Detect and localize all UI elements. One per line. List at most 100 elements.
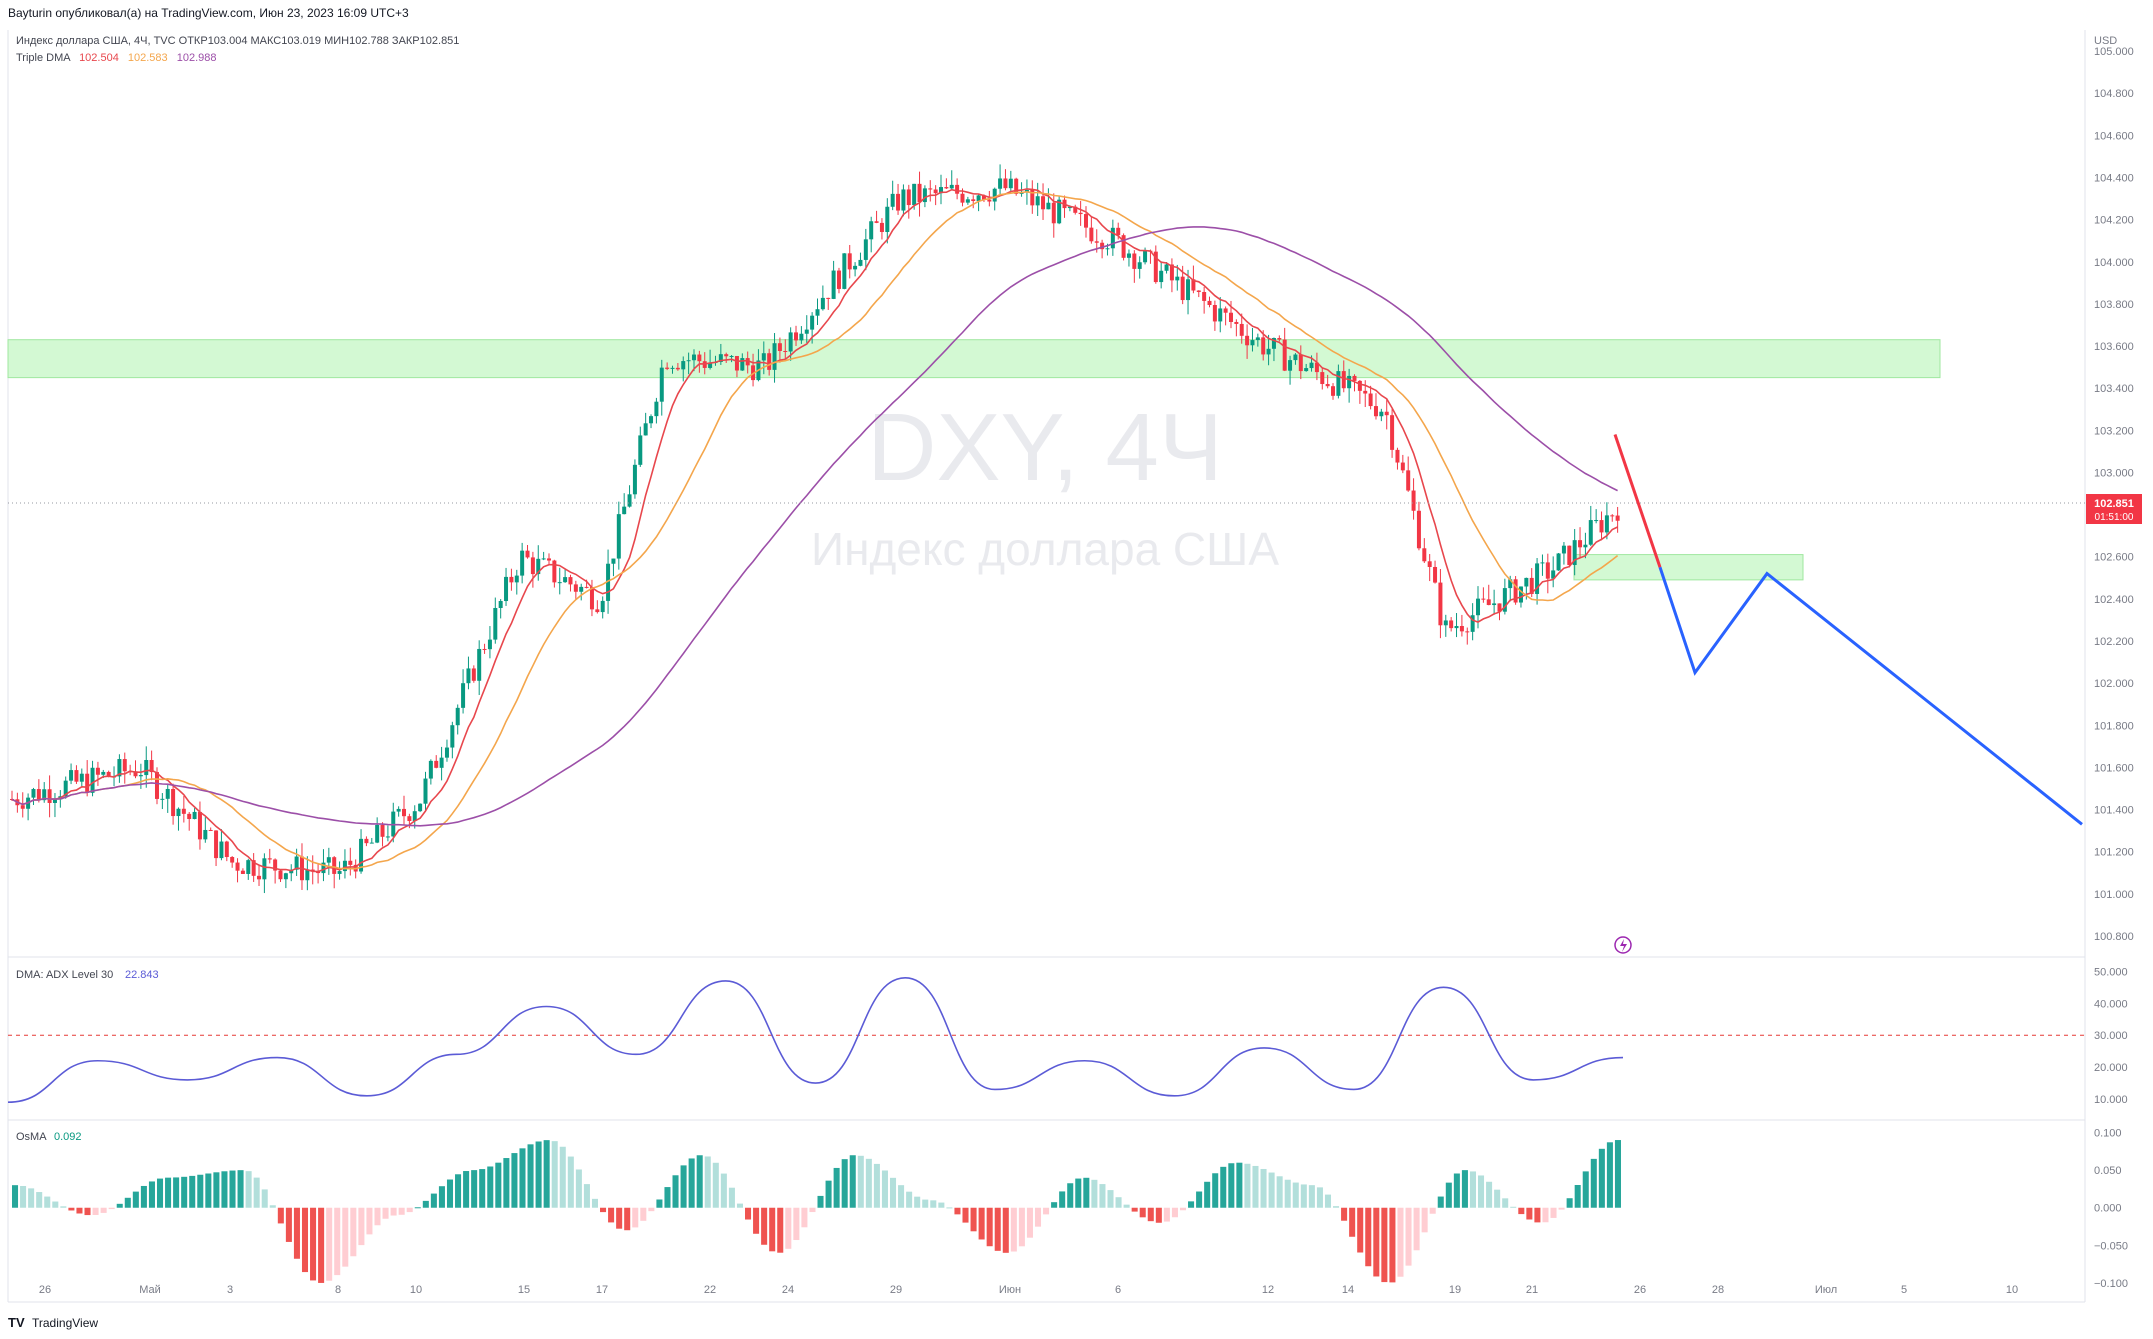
osma-bar [390, 1207, 397, 1216]
osma-bar [1365, 1207, 1372, 1267]
adx-value: 22.843 [125, 969, 159, 981]
osma-bar [132, 1191, 139, 1208]
osma-bar [1034, 1207, 1042, 1227]
osma-bar [221, 1171, 228, 1208]
osma-bar [124, 1197, 131, 1208]
osma-bar [116, 1203, 123, 1208]
osma-bar [293, 1207, 300, 1259]
candle-body [1266, 348, 1271, 355]
osma-bar [672, 1175, 679, 1208]
candle-body [568, 577, 573, 585]
osma-bar [688, 1158, 695, 1208]
candle-body [1024, 189, 1029, 192]
osma-bar [994, 1207, 1001, 1251]
osma-bar [1534, 1207, 1541, 1223]
candle-body [1218, 308, 1223, 322]
osma-bar [535, 1141, 542, 1208]
candle-body [616, 514, 621, 559]
candle-body [1615, 515, 1620, 521]
osma-bar [745, 1207, 752, 1220]
candle-body [804, 329, 809, 334]
high-label: МАКС [250, 35, 282, 47]
adx-tick: 50.000 [2094, 966, 2128, 978]
candle-body [117, 759, 122, 777]
osma-bar [881, 1170, 888, 1208]
candle-body [1008, 178, 1013, 189]
candle-body [326, 857, 331, 863]
price-tick: 101.200 [2094, 847, 2134, 859]
candle-body [1234, 321, 1239, 324]
osma-bar [1220, 1166, 1227, 1208]
adx-curve [7, 976, 1624, 1104]
osma-bar [1292, 1182, 1299, 1208]
candle-body [1502, 588, 1507, 612]
candle-body [788, 332, 793, 352]
candle-body [1271, 338, 1276, 349]
osma-bar [318, 1207, 325, 1283]
candle-body [632, 464, 637, 495]
osma-bar [906, 1191, 913, 1208]
osma-bar [1324, 1194, 1332, 1208]
osma-bar [527, 1144, 534, 1208]
candle-body [1175, 276, 1180, 281]
candle-body [407, 816, 412, 822]
osma-bar [261, 1189, 268, 1208]
osma-bar [471, 1170, 478, 1208]
time-tick: Май [139, 1284, 161, 1296]
osma-bar [173, 1177, 180, 1208]
price-tick: 101.600 [2094, 762, 2134, 774]
candle-body [1084, 214, 1088, 228]
osma-bar [704, 1156, 711, 1208]
candle-body [998, 178, 1003, 189]
time-tick: 8 [335, 1284, 341, 1296]
candle-body [455, 707, 460, 726]
candle-body [310, 869, 315, 872]
osma-bar [1316, 1187, 1323, 1208]
footer-brand: TradingView [32, 1316, 98, 1330]
osma-bar [656, 1199, 663, 1208]
osma-bar [793, 1207, 800, 1241]
osma-bar [664, 1187, 671, 1208]
candle-body [144, 760, 149, 776]
time-tick: Июн [999, 1284, 1021, 1296]
candle-body [1277, 338, 1282, 340]
osma-bar [1099, 1184, 1106, 1208]
candle-body [1416, 510, 1421, 549]
candle-body [359, 838, 364, 872]
candle-body [1524, 577, 1529, 587]
candle-body [1400, 462, 1405, 471]
candle-body [79, 773, 84, 782]
time-tick: 10 [2006, 1284, 2018, 1296]
candle-body [1143, 250, 1148, 263]
price-tick: 102.200 [2094, 636, 2134, 648]
candle-body [992, 188, 997, 202]
osma-bar [841, 1159, 848, 1208]
adx-tick: 10.000 [2094, 1094, 2128, 1106]
osma-bar [914, 1196, 921, 1208]
osma-bar [938, 1202, 945, 1208]
osma-bar [165, 1177, 172, 1208]
candle-body [1046, 202, 1051, 210]
flash-icon[interactable] [1614, 936, 1632, 954]
candle-body [165, 788, 170, 799]
candle-body [665, 367, 670, 369]
osma-bar [479, 1169, 486, 1208]
osma-bar [495, 1162, 502, 1208]
tv-logo-mark: TV [8, 1315, 25, 1330]
osma-bar [922, 1199, 929, 1208]
candle-body [1347, 375, 1352, 389]
time-tick: 26 [1634, 1284, 1646, 1296]
osma-bar [1598, 1148, 1605, 1208]
osma-bar [583, 1184, 590, 1208]
candle-body [831, 270, 836, 299]
osma-bar [986, 1207, 993, 1247]
osma-bar [511, 1153, 518, 1208]
osma-bar [366, 1207, 373, 1235]
candle-body [439, 757, 444, 768]
candle-body [1282, 339, 1287, 371]
tradingview-logo[interactable]: TV TradingView [8, 1315, 98, 1330]
osma-bar [559, 1146, 566, 1208]
candle-body [675, 367, 680, 370]
osma-bar [1252, 1165, 1259, 1208]
